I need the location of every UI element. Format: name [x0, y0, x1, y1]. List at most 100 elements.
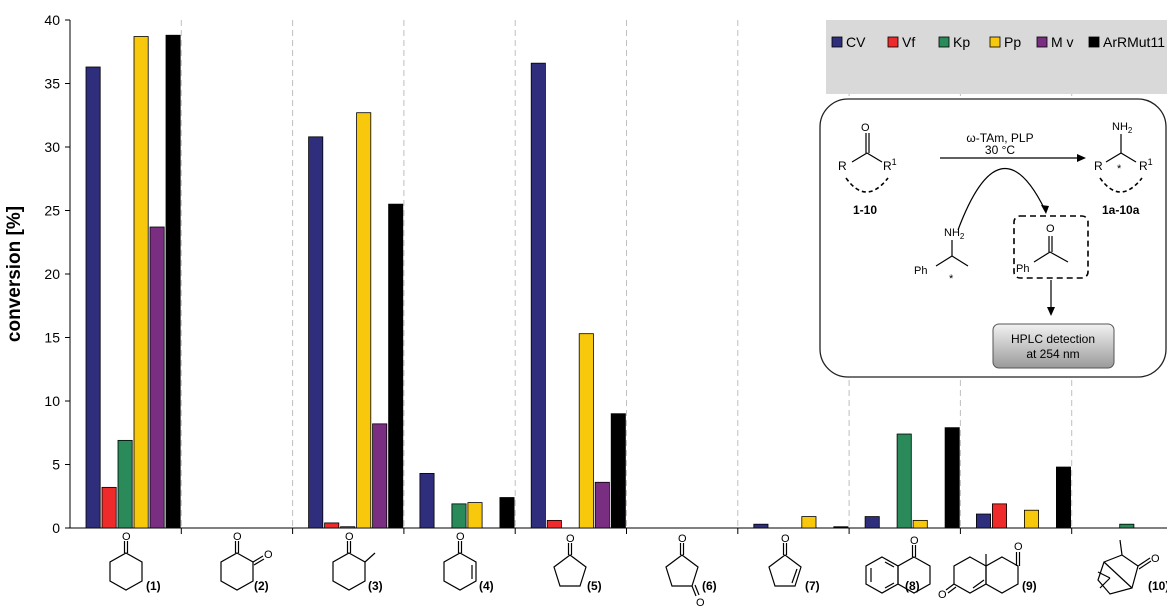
bar-CV-6 — [753, 523, 769, 529]
acetophenone-oxygen: O — [1046, 223, 1055, 235]
compound-label-8: (8) — [905, 579, 920, 593]
acetophenone-ph: Ph — [1016, 263, 1029, 275]
svg-text:O: O — [566, 533, 575, 545]
structure-2-dione: O O — [220, 531, 273, 591]
product-star: * — [1117, 163, 1122, 175]
legend: CV Vf Kp Pp M v ArRMut11 — [826, 20, 1167, 94]
substrate-ketone: O R R1 1-10 — [838, 122, 897, 217]
hplc-line-1: HPLC detection — [1011, 332, 1095, 346]
acetophenone: O Ph — [1013, 215, 1089, 316]
bar-Kp-7 — [896, 433, 912, 529]
bar-ArRMut11-2 — [388, 203, 404, 529]
svg-text:O: O — [233, 531, 242, 543]
bar-CV-3 — [419, 472, 435, 529]
legend-swatch-Mv — [1036, 36, 1048, 48]
structure-1-cyclohexanone: O — [109, 531, 143, 591]
legend-label-CV: CV — [846, 34, 866, 50]
compound-label-7: (7) — [805, 579, 820, 593]
carbonyl-oxygen: O — [861, 122, 870, 134]
svg-text:O: O — [456, 531, 465, 543]
legend-label-Kp: Kp — [953, 34, 970, 50]
legend-swatch-Vf — [887, 36, 899, 48]
legend-swatch-Pp — [989, 36, 1001, 48]
compound-label-10: (10) — [1148, 579, 1167, 593]
donor-ph: Ph — [914, 265, 927, 277]
legend-swatch-Kp — [938, 36, 950, 48]
bar-ArRMut11-8 — [1056, 466, 1072, 529]
bar-Mv-2 — [372, 423, 388, 529]
structure-9-wieland-miescher: O O — [938, 541, 1023, 601]
y-tick-label: 15 — [44, 330, 60, 346]
y-tick-label: 40 — [44, 12, 60, 28]
bar-ArRMut11-7 — [944, 427, 960, 529]
amine-donor: NH2 Ph * — [914, 227, 969, 285]
bar-Pp-3 — [467, 502, 483, 529]
bar-Vf-2 — [324, 522, 340, 529]
donor-star: * — [949, 273, 954, 285]
y-tick-label: 5 — [52, 457, 60, 473]
structure-5-cyclopentanone: O — [553, 533, 587, 587]
scheme-box — [819, 98, 1167, 378]
reagents-bottom: 30 °C — [985, 143, 1015, 157]
structure-3-methylcyclohexanone: O — [332, 531, 376, 591]
y-tick-label: 0 — [52, 520, 60, 536]
y-axis-label: conversion [%] — [4, 206, 25, 342]
bar-CV-2 — [308, 136, 324, 529]
y-tick-label: 20 — [44, 266, 60, 282]
y-tick-label: 10 — [44, 393, 60, 409]
product-r-group: R — [1094, 159, 1103, 173]
bar-ArRMut11-3 — [499, 497, 515, 529]
structure-7-cyclopentenone: O — [768, 533, 802, 587]
reagents-top: ω-TAm, PLP — [966, 131, 1033, 145]
compound-label-9: (9) — [1022, 579, 1037, 593]
bar-Kp-2 — [340, 526, 356, 529]
bar-ArRMut11-6 — [833, 526, 849, 529]
product-r1-group: R1 — [1139, 157, 1153, 173]
y-tick-label: 25 — [44, 203, 60, 219]
compound-label-1: (1) — [146, 579, 161, 593]
y-tick-labels: 0 5 10 15 20 25 30 35 40 — [44, 12, 70, 536]
legend-label-Pp: Pp — [1004, 34, 1021, 50]
bar-Kp-3 — [451, 503, 467, 529]
bar-ArRMut11-4 — [610, 413, 626, 529]
bar-Pp-8 — [1024, 509, 1040, 529]
y-tick-label: 30 — [44, 139, 60, 155]
hplc-line-2: at 254 nm — [1026, 347, 1079, 361]
product-amine: NH2 R * R1 1a-10a — [1094, 121, 1153, 217]
legend-label-Vf: Vf — [902, 34, 915, 50]
reaction-scheme: O R R1 1-10 ω-TAm, PLP 30 °C NH2 Ph * — [819, 98, 1167, 378]
bar-Mv-4 — [594, 481, 610, 529]
svg-text:O: O — [264, 549, 273, 561]
hplc-detection: HPLC detection at 254 nm — [992, 323, 1115, 369]
bar-Pp-6 — [801, 516, 817, 529]
bar-Mv-0 — [149, 226, 165, 529]
svg-text:O: O — [345, 531, 354, 543]
bar-ArRMut11-0 — [165, 34, 181, 529]
svg-text:O: O — [696, 597, 705, 606]
bar-Kp-0 — [117, 439, 133, 529]
bar-Pp-0 — [133, 36, 149, 529]
compound-label-3: (3) — [368, 579, 383, 593]
r-group: R — [838, 159, 847, 173]
svg-text:O: O — [910, 535, 919, 547]
bar-CV-0 — [85, 66, 101, 529]
compound-label-2: (2) — [254, 579, 269, 593]
bar-Kp-9 — [1119, 523, 1135, 529]
structure-6-dione: O O — [665, 533, 705, 606]
svg-text:O: O — [122, 531, 131, 543]
compound-labels: (1) (2) (3) (4) (5) (6) (7) (8) (9) (10) — [146, 579, 1167, 593]
legend-label-Mv: M v — [1051, 34, 1074, 50]
structure-10-camphor: O — [1097, 539, 1160, 595]
bar-CV-4 — [530, 62, 546, 529]
legend-swatch-ArRMut11 — [1088, 36, 1100, 48]
y-tick-label: 35 — [44, 76, 60, 92]
structure-8-tetralone: O — [865, 535, 931, 594]
legend-background — [826, 20, 1167, 94]
bar-Pp-7 — [912, 519, 928, 529]
legend-label-ArRMut11: ArRMut11 — [1103, 34, 1165, 50]
donor-nh2: NH2 — [944, 227, 965, 241]
reaction-arrow: ω-TAm, PLP 30 °C — [940, 131, 1086, 231]
substrate-label: 1-10 — [853, 203, 877, 217]
r1-group: R1 — [883, 157, 897, 173]
